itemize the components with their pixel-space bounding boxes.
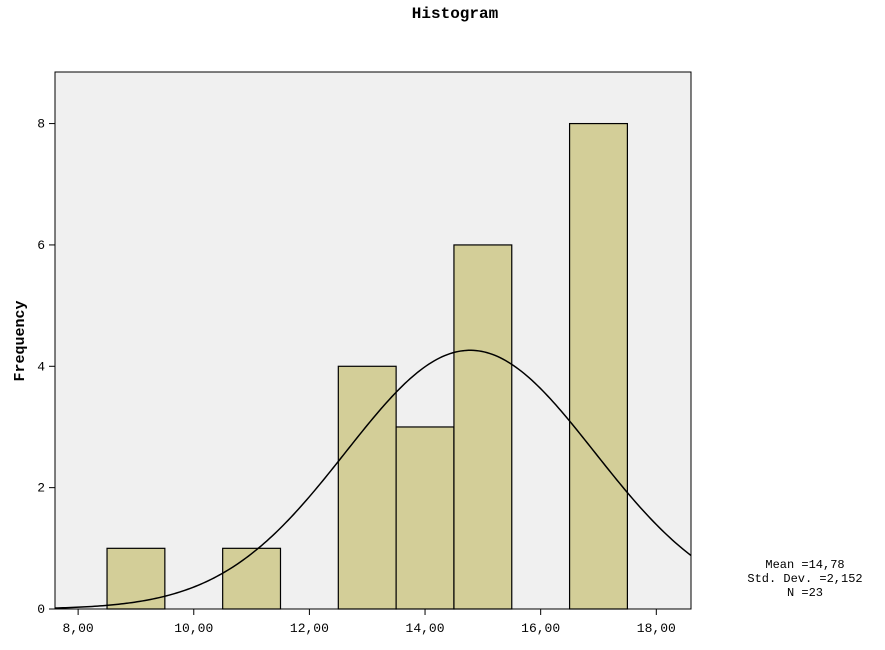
- histogram-bar: [568, 122, 629, 610]
- bars: [106, 122, 629, 610]
- histogram-bar: [106, 547, 166, 610]
- x-tick-label: 16,00: [521, 621, 560, 636]
- chart-title: Histogram: [412, 5, 499, 23]
- y-tick-label: 4: [37, 359, 45, 374]
- histogram-bar: [222, 547, 282, 610]
- histogram-bar: [395, 426, 455, 610]
- normal-curve: [54, 349, 692, 609]
- x-tick-label: 12,00: [290, 621, 329, 636]
- y-tick-label: 2: [37, 481, 45, 496]
- stat-n: N =23: [787, 586, 823, 600]
- x-tick-label: 18,00: [637, 621, 676, 636]
- stats-box: Mean =14,78 Std. Dev. =2,152 N =23: [747, 558, 862, 600]
- x-axis: 8,00 10,00 12,00 14,00 16,00 18,00: [63, 609, 676, 636]
- stat-std-dev: Std. Dev. =2,152: [747, 572, 862, 586]
- x-tick-label: 10,00: [174, 621, 213, 636]
- y-axis-label: Frequency: [12, 300, 29, 381]
- histogram-bar: [453, 244, 513, 610]
- histogram-bar: [337, 365, 397, 610]
- x-tick-label: 14,00: [406, 621, 445, 636]
- y-tick-label: 0: [37, 602, 45, 617]
- y-tick-label: 8: [37, 117, 45, 132]
- stat-mean: Mean =14,78: [765, 558, 844, 572]
- x-tick-label: 8,00: [63, 621, 94, 636]
- y-axis: 0 2 4 6 8: [37, 117, 55, 617]
- y-tick-label: 6: [37, 238, 45, 253]
